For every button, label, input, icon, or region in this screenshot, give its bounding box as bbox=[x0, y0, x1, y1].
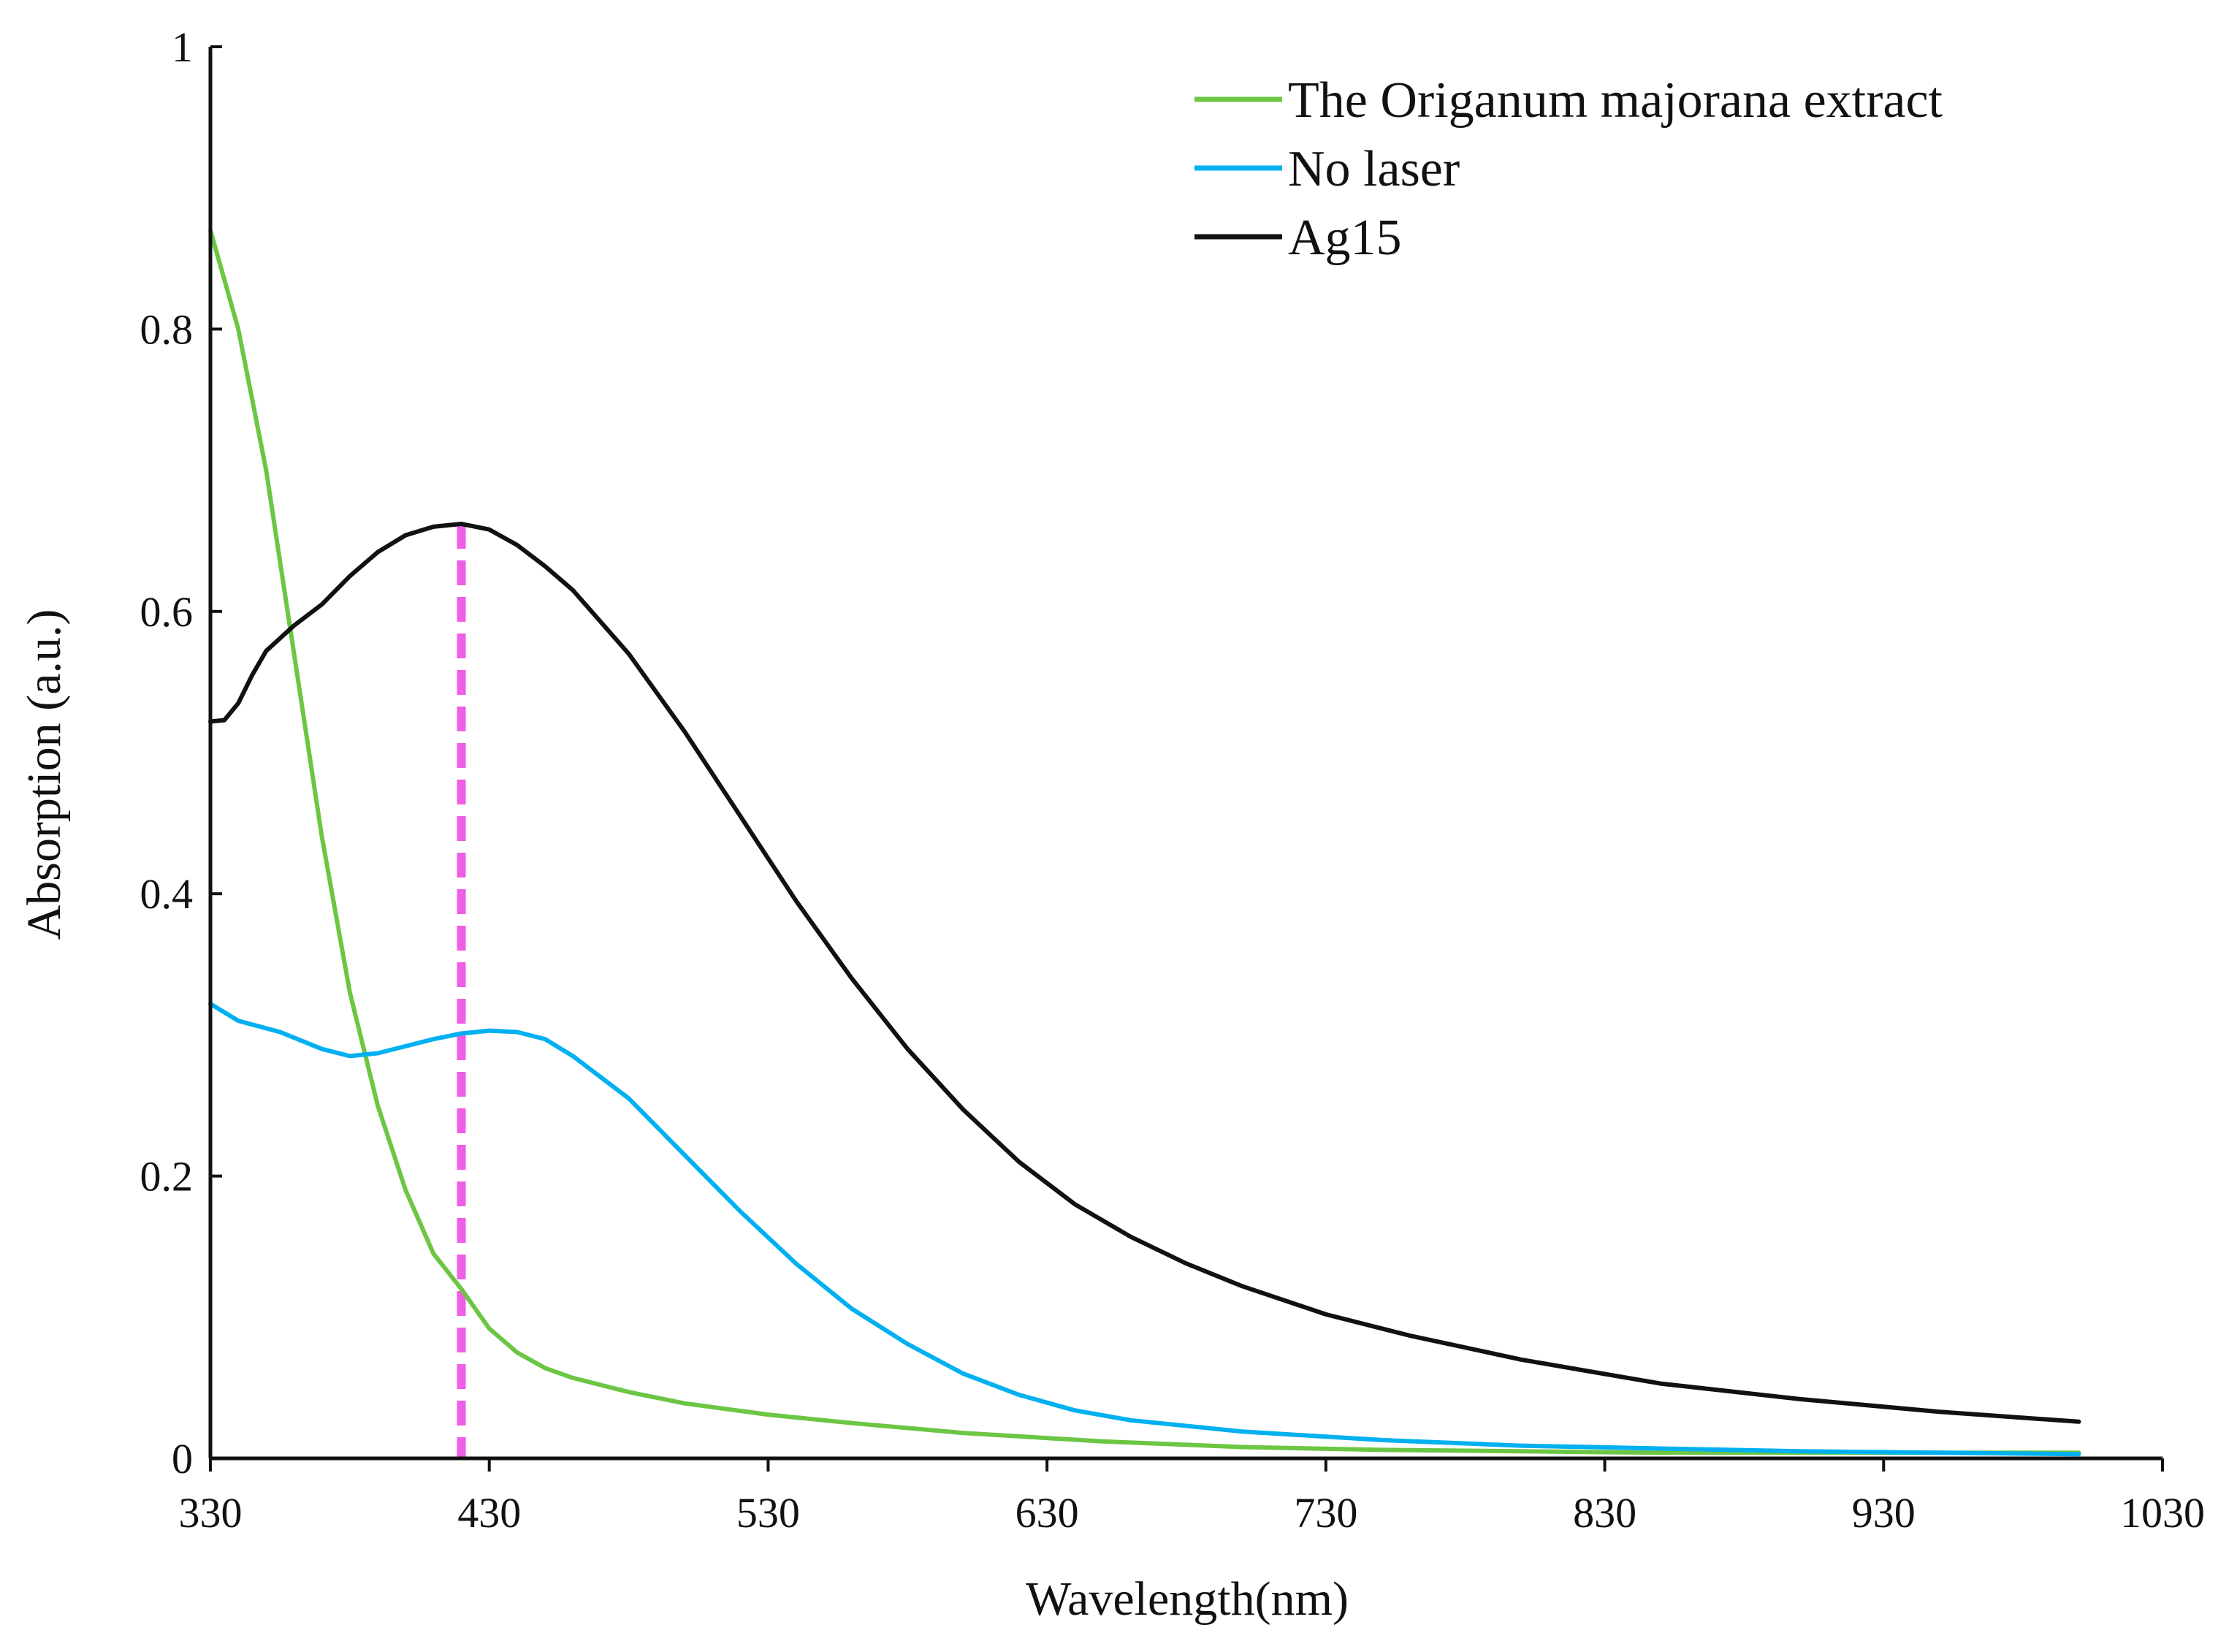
x-tick-label: 730 bbox=[1294, 1489, 1357, 1537]
x-tick-label: 630 bbox=[1015, 1489, 1079, 1537]
y-tick-label: 0.6 bbox=[140, 588, 194, 636]
series-line-2 bbox=[208, 1001, 2081, 1457]
x-tick-label: 430 bbox=[457, 1489, 521, 1537]
x-axis-title: Wavelength(nm) bbox=[1026, 1572, 1349, 1626]
y-tick-label: 1 bbox=[172, 23, 193, 71]
x-tick-label: 530 bbox=[736, 1489, 800, 1537]
y-axis-title: Absorption (a.u.) bbox=[18, 609, 71, 940]
series-line-1 bbox=[208, 228, 2081, 1455]
series-line-3 bbox=[208, 522, 2081, 1424]
x-tick-label: 930 bbox=[1852, 1489, 1916, 1537]
x-tick-label: 330 bbox=[179, 1489, 243, 1537]
y-tick-label: 0.8 bbox=[140, 305, 194, 353]
x-tick-label: 830 bbox=[1573, 1489, 1636, 1537]
y-tick-label: 0 bbox=[172, 1435, 193, 1482]
y-tick-label: 0.4 bbox=[140, 870, 194, 918]
y-tick-label: 0.2 bbox=[140, 1153, 194, 1200]
x-tick-label: 1030 bbox=[2120, 1489, 2205, 1537]
legend-label-2: No laser bbox=[1288, 141, 1460, 197]
legend-label-1: The Origanum majorana extract bbox=[1288, 72, 1943, 129]
legend-label-3: Ag15 bbox=[1288, 210, 1402, 266]
